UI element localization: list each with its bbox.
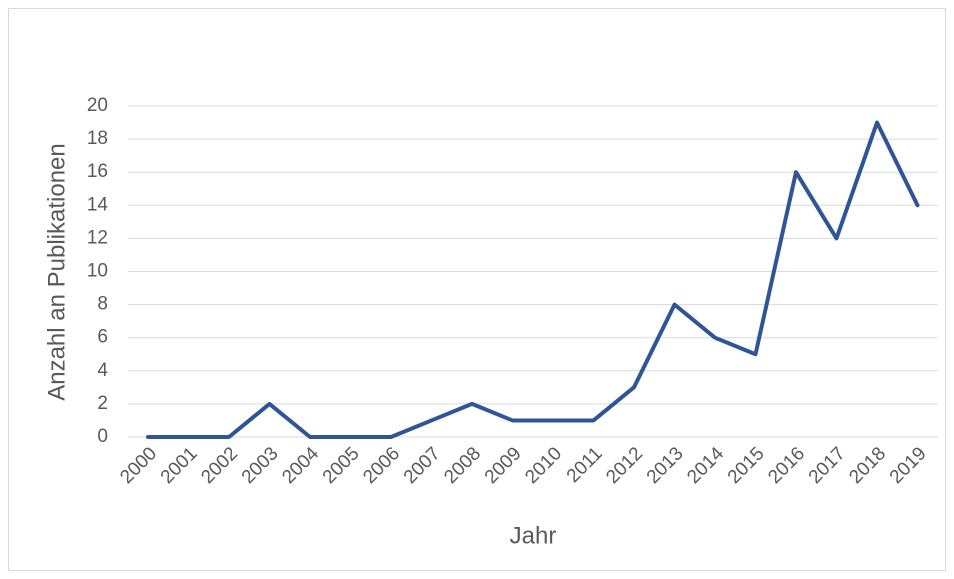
y-tick-label: 10 [87,261,108,282]
chart-border [8,8,946,571]
y-tick-label: 0 [97,426,108,447]
y-tick-label: 20 [87,95,108,116]
y-tick-label: 8 [97,294,108,315]
y-tick-label: 12 [87,227,108,248]
y-tick-label: 16 [87,161,108,182]
line-series [146,120,920,439]
y-axis-title: Anzahl an Publikationen [43,143,70,401]
y-tick-label: 14 [87,194,109,215]
y-tick-label: 4 [97,360,108,381]
y-tick-label: 6 [97,327,108,348]
y-tick-label: 2 [97,393,108,414]
y-tick-label: 18 [87,128,108,149]
x-axis-title: Jahr [510,522,557,549]
